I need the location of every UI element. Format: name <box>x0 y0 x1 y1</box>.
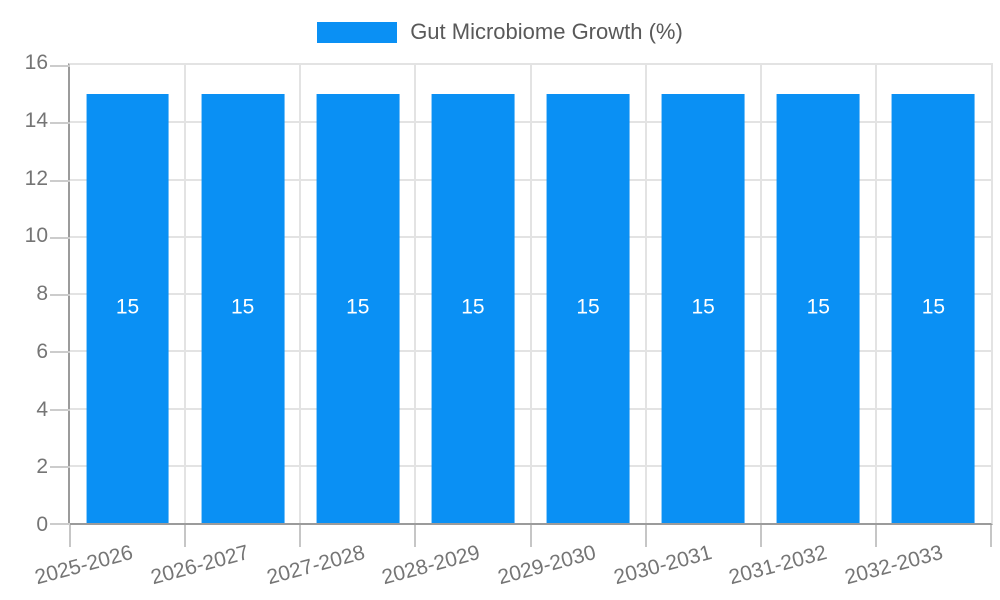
v-gridline <box>414 65 417 523</box>
y-tick-mark <box>50 179 70 182</box>
bar-value-label: 15 <box>921 295 946 319</box>
v-gridline <box>184 65 187 523</box>
bar-value-label: 15 <box>806 295 830 319</box>
legend-label: Gut Microbiome Growth (%) <box>410 19 683 44</box>
y-tick-label: 8 <box>36 282 48 305</box>
y-tick-label: 14 <box>24 108 48 132</box>
bar-value-label: 15 <box>576 295 600 319</box>
x-tick-mark <box>874 525 877 547</box>
y-tick-mark <box>50 294 70 296</box>
legend-item[interactable]: Gut Microbiome Growth (%) <box>317 20 683 44</box>
y-tick-label: 16 <box>24 51 48 74</box>
bar[interactable]: 15 <box>776 93 860 523</box>
bar-value-label: 15 <box>691 295 715 319</box>
y-tick-mark <box>50 65 70 67</box>
bar-value-label: 15 <box>461 295 485 319</box>
bar[interactable]: 15 <box>86 93 169 523</box>
bar-value-label: 15 <box>231 295 255 319</box>
bar-value-label: 15 <box>346 295 370 319</box>
legend-swatch <box>317 21 398 43</box>
x-tick-mark <box>529 525 532 547</box>
x-tick-label: 2031-2032 <box>726 541 830 590</box>
y-tick-mark <box>50 523 70 525</box>
x-tick-label: 2027-2028 <box>264 541 368 590</box>
x-tick-mark <box>644 525 647 547</box>
v-gridline <box>644 65 647 523</box>
y-tick-label: 10 <box>24 224 48 248</box>
legend: Gut Microbiome Growth (%) <box>0 20 1000 44</box>
bar-value-label: 15 <box>115 295 140 319</box>
plot-area: 15 15 15 15 15 15 15 15 <box>50 63 993 547</box>
y-tick-label: 0 <box>36 513 48 536</box>
x-tick-mark <box>414 525 417 547</box>
y-tick-label: 2 <box>36 455 48 479</box>
v-gridline <box>759 65 762 523</box>
y-tick-label: 6 <box>36 339 48 363</box>
v-gridline <box>299 65 302 523</box>
x-tick-label: 2032-2033 <box>842 541 946 590</box>
x-tick-label: 2030-2031 <box>610 541 714 590</box>
x-tick-label: 2028-2029 <box>379 541 483 590</box>
y-tick-mark <box>50 236 70 239</box>
y-tick-mark <box>50 122 70 125</box>
y-tick-mark <box>50 465 70 468</box>
x-tick-mark <box>69 525 71 547</box>
x-tick-mark <box>184 525 187 547</box>
bar[interactable]: 15 <box>546 93 630 523</box>
y-axis-labels: 0 2 4 6 8 10 12 14 16 <box>0 51 48 536</box>
x-tick-mark <box>299 525 302 547</box>
y-tick-mark <box>50 408 70 411</box>
y-tick-mark <box>50 351 70 354</box>
bar[interactable]: 15 <box>661 93 745 523</box>
x-tick-label: 2025-2026 <box>32 541 136 590</box>
y-tick-label: 4 <box>36 397 48 421</box>
x-tick-mark <box>759 525 762 547</box>
y-tick-label: 12 <box>24 166 48 190</box>
x-tick-label: 2026-2027 <box>148 541 252 590</box>
bar[interactable]: 15 <box>892 93 975 523</box>
v-gridline <box>874 65 877 523</box>
x-axis-labels: 2025-2026 2026-2027 2027-2028 2028-2029 2029… <box>33 525 993 600</box>
x-tick-label: 2029-2030 <box>495 541 599 590</box>
v-gridline <box>529 65 532 523</box>
bar[interactable]: 15 <box>201 93 285 523</box>
x-tick-mark <box>990 525 992 547</box>
bar[interactable]: 15 <box>316 93 400 523</box>
bar[interactable]: 15 <box>431 93 515 523</box>
